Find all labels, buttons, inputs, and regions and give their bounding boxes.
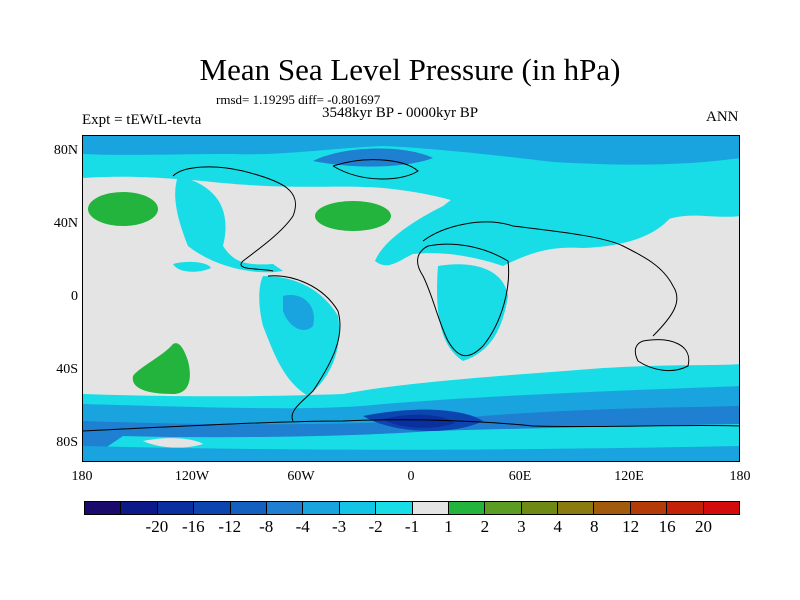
colorbar-swatch	[303, 502, 340, 514]
colorbar-swatch	[157, 502, 195, 514]
colorbar-tick-label: 20	[695, 517, 713, 536]
lon-label-120w: 120W	[174, 469, 210, 484]
colorbar-tick-label: -2	[368, 517, 383, 536]
colorbar-swatch	[448, 502, 486, 514]
colorbar-swatch	[376, 502, 413, 514]
colorbar-swatch	[485, 502, 522, 514]
colorbar-swatch	[703, 502, 740, 514]
map-title: Mean Sea Level Pressure (in hPa)	[199, 52, 621, 87]
colorbar-tick-label: 8	[589, 517, 599, 536]
colorbar-tick-label: 12	[622, 517, 640, 536]
colorbar-tick-label: -3	[332, 517, 347, 536]
colorbar-swatch	[630, 502, 668, 514]
colorbar-tick-label: 4	[553, 517, 563, 536]
colorbar	[84, 501, 740, 515]
experiment-label: Expt = tEWtL-tevta	[82, 112, 202, 128]
lon-label-120e: 120E	[614, 469, 644, 484]
colorbar-swatch	[521, 502, 559, 514]
colorbar-swatch	[339, 502, 377, 514]
rmsd-diff-text: rmsd= 1.19295 diff= -0.801697	[216, 92, 381, 107]
colorbar-tick-label: -8	[259, 517, 274, 536]
colorbar-swatch	[558, 502, 595, 514]
lon-label-0: 0	[407, 469, 415, 484]
colorbar-tick-label: 2	[480, 517, 490, 536]
north-pacific-high	[88, 192, 158, 226]
colorbar-swatch	[266, 502, 304, 514]
colorbar-tick-label: -12	[218, 517, 242, 536]
lat-label-40n: 40N	[53, 216, 78, 231]
north-atlantic-high	[315, 201, 391, 231]
arctic-blue	[83, 136, 739, 165]
colorbar-swatch	[85, 502, 122, 514]
colorbar-tick-label: -16	[181, 517, 205, 536]
season-label: ANN	[706, 109, 739, 125]
lon-label-180e: 180	[729, 469, 751, 484]
south-america-cyan	[259, 276, 340, 396]
colorbar-tick-label: -20	[145, 517, 169, 536]
asia-cyan	[375, 176, 683, 266]
coastlines	[83, 159, 739, 432]
colorbar-swatch	[594, 502, 631, 514]
lat-label-0: 0	[71, 289, 78, 304]
colorbar-tick-label: 3	[517, 517, 526, 536]
colorbar-tick-label: -4	[295, 517, 310, 536]
colorbar-swatch	[230, 502, 267, 514]
colorbar-tick-label: 1	[444, 517, 453, 536]
lon-label-60e: 60E	[508, 469, 532, 484]
north-america-cyan	[175, 176, 283, 273]
colorbar-swatch	[194, 502, 231, 514]
lat-label-80s: 80S	[56, 435, 78, 450]
colorbar-swatch	[412, 502, 449, 514]
lat-label-40s: 40S	[56, 362, 78, 377]
lon-label-60w: 60W	[287, 469, 315, 484]
pressure-map	[82, 135, 740, 462]
colorbar-swatch	[121, 502, 158, 514]
africa-cyan	[437, 264, 508, 361]
colorbar-tick-label: 16	[658, 517, 676, 536]
lat-label-80n: 80N	[53, 143, 78, 158]
map-field	[83, 136, 739, 461]
south-pacific-high	[132, 343, 190, 394]
colorbar-swatch	[667, 502, 704, 514]
lon-label-180w: 180	[71, 469, 93, 484]
colorbar-tick-label: -1	[404, 517, 420, 536]
period-text: 3548kyr BP - 0000kyr BP	[322, 105, 479, 121]
